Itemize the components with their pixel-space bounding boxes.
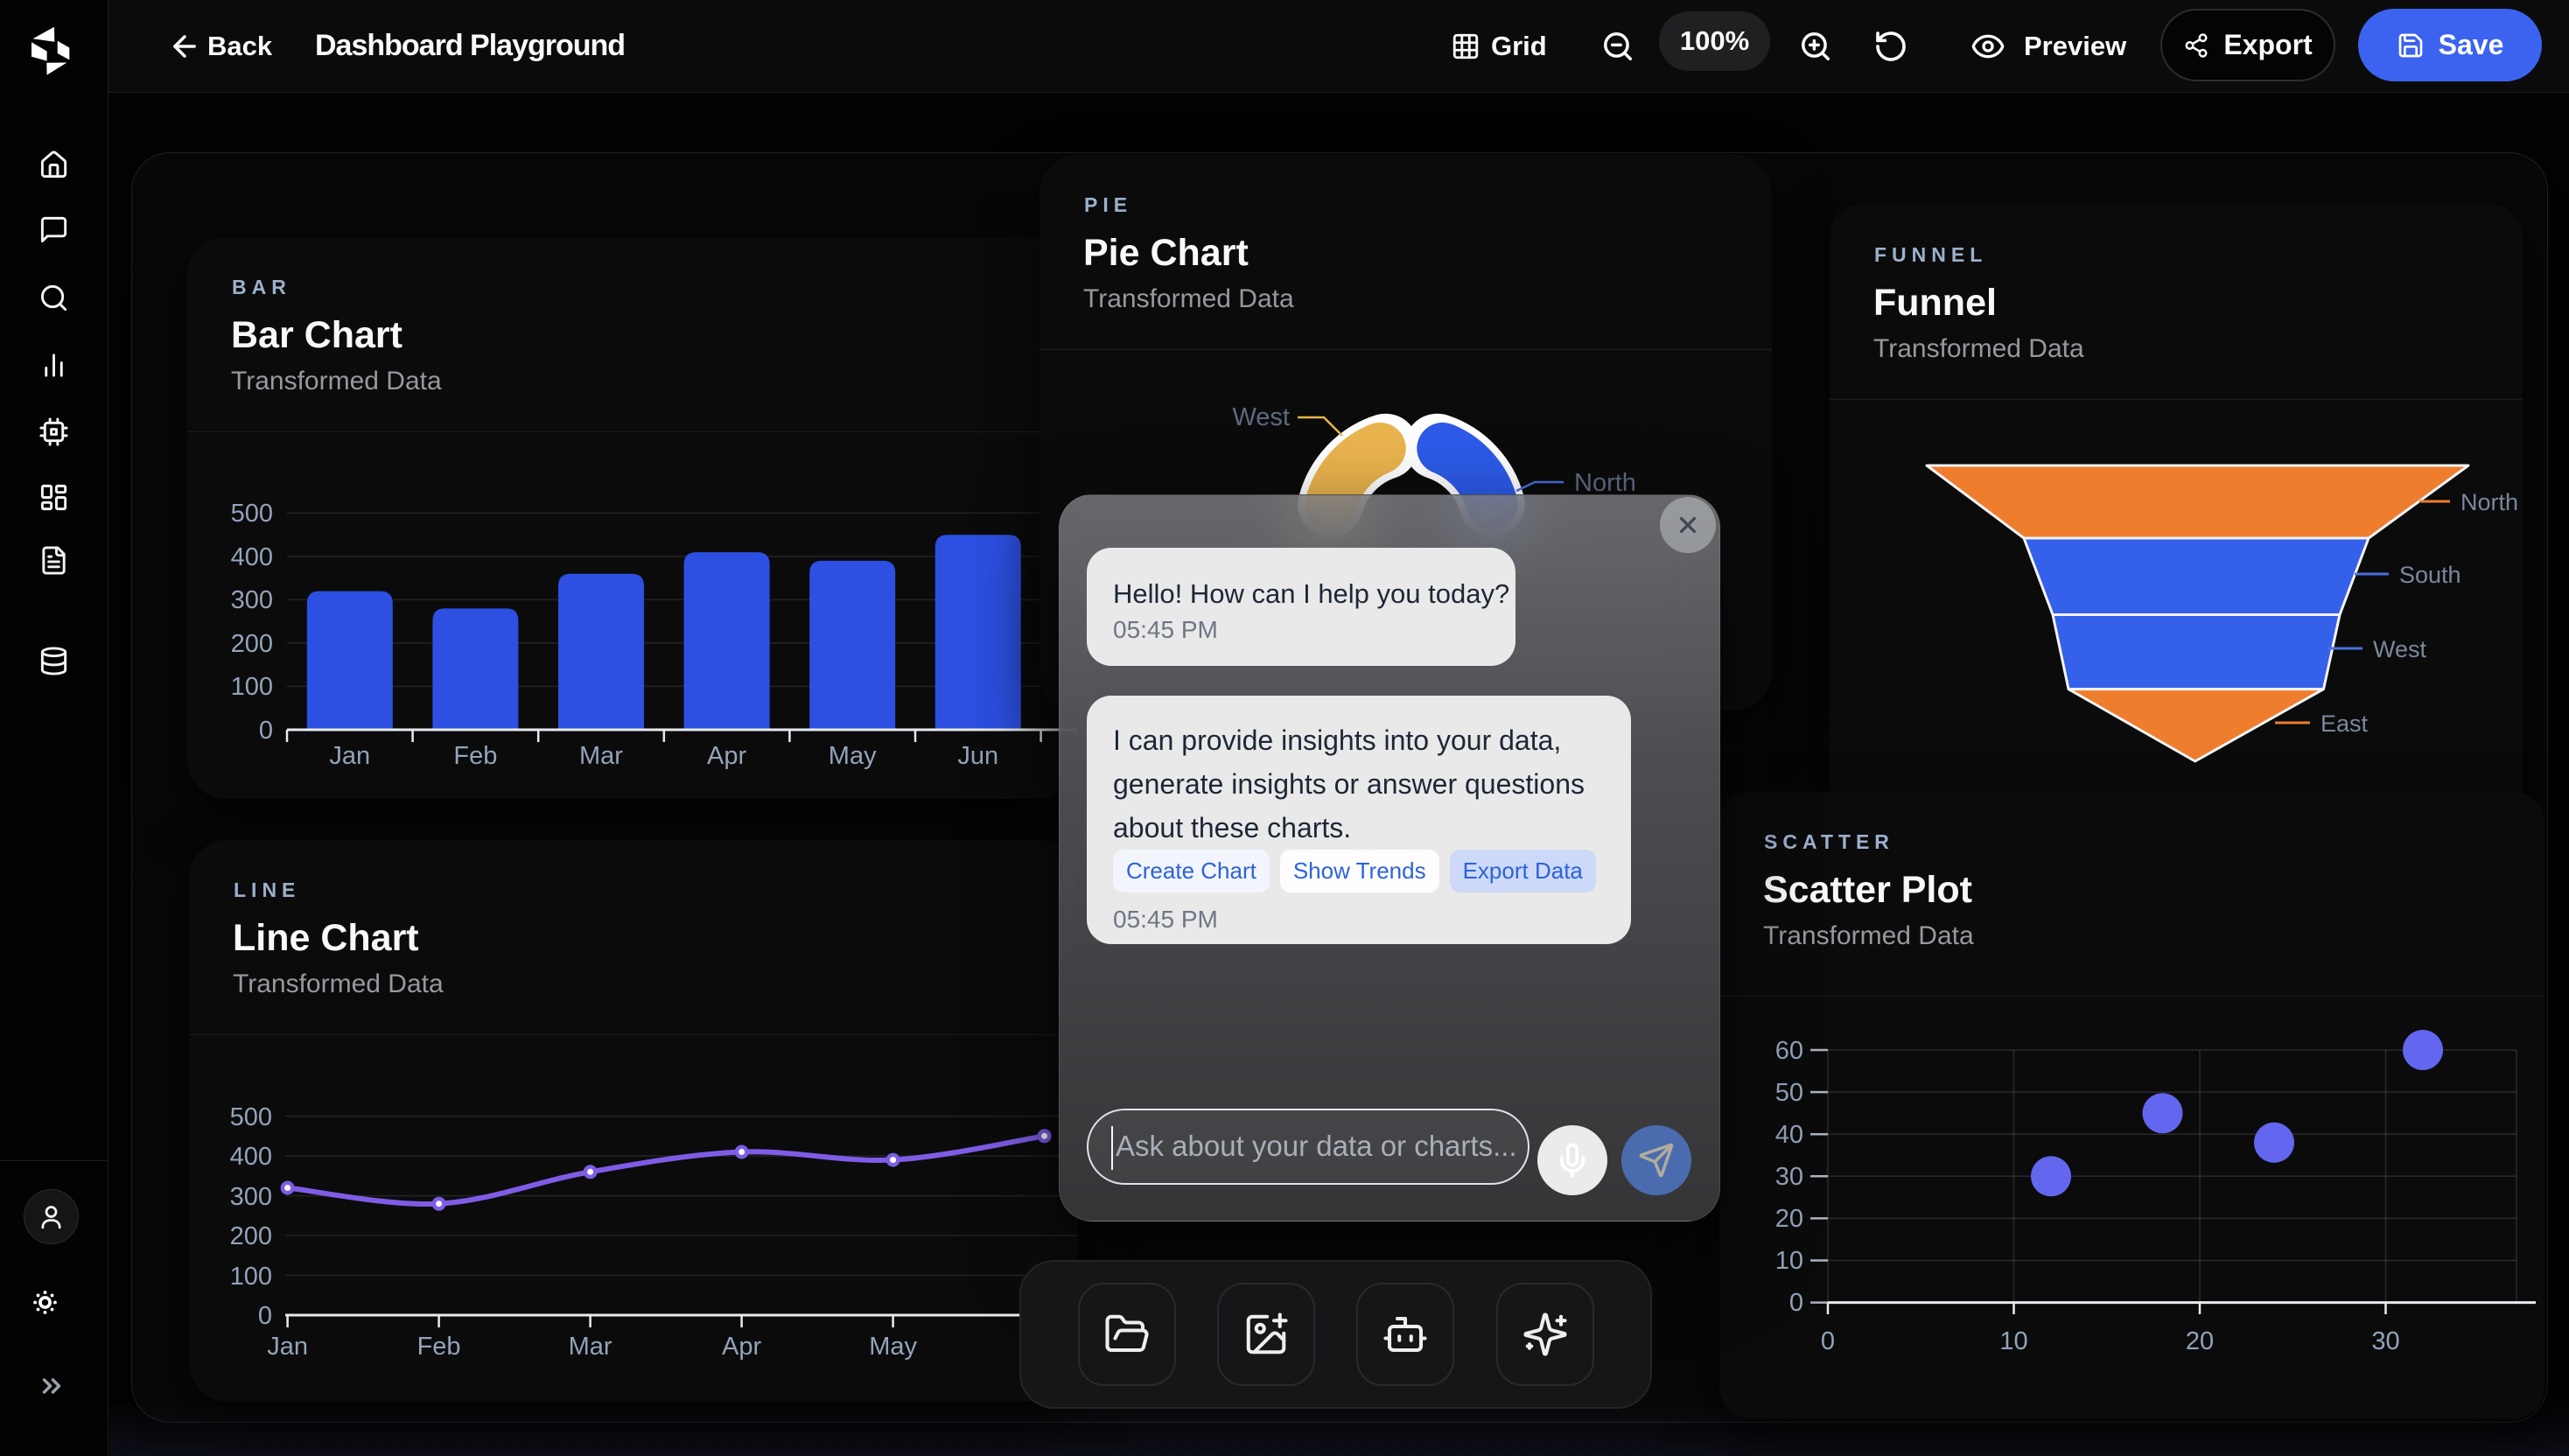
svg-text:20: 20 [2186, 1327, 2214, 1355]
svg-text:0: 0 [1821, 1327, 1835, 1355]
svg-text:30: 30 [1775, 1163, 1803, 1191]
svg-text:North: North [1574, 469, 1636, 497]
svg-text:South: South [2399, 562, 2461, 588]
svg-text:Jun: Jun [957, 742, 998, 770]
svg-text:200: 200 [231, 630, 273, 658]
svg-text:100: 100 [230, 1263, 272, 1291]
svg-text:100: 100 [231, 673, 273, 701]
svg-text:20: 20 [1775, 1205, 1803, 1233]
svg-text:Jan: Jan [267, 1333, 308, 1361]
svg-text:Apr: Apr [707, 742, 746, 770]
svg-text:0: 0 [1789, 1289, 1803, 1317]
svg-text:400: 400 [230, 1143, 272, 1171]
svg-text:300: 300 [230, 1183, 272, 1211]
svg-text:500: 500 [230, 1103, 272, 1131]
svg-text:East: East [2320, 710, 2369, 737]
svg-text:May: May [829, 742, 877, 770]
svg-text:Apr: Apr [722, 1333, 761, 1361]
svg-text:300: 300 [231, 586, 273, 614]
svg-text:0: 0 [258, 1302, 272, 1330]
svg-text:West: West [2373, 636, 2427, 662]
svg-text:10: 10 [1775, 1247, 1803, 1275]
svg-text:May: May [869, 1333, 917, 1361]
svg-text:North: North [2460, 489, 2518, 515]
svg-text:10: 10 [1999, 1327, 2027, 1355]
svg-text:400: 400 [231, 543, 273, 571]
svg-text:40: 40 [1775, 1121, 1803, 1149]
svg-text:Feb: Feb [453, 742, 497, 770]
svg-text:0: 0 [259, 717, 273, 745]
svg-text:Feb: Feb [417, 1333, 461, 1361]
svg-text:60: 60 [1775, 1037, 1803, 1065]
svg-text:Jan: Jan [329, 742, 370, 770]
svg-text:30: 30 [2371, 1327, 2399, 1355]
svg-text:West: West [1232, 403, 1290, 431]
svg-text:50: 50 [1775, 1079, 1803, 1107]
svg-text:Mar: Mar [569, 1333, 612, 1361]
svg-text:200: 200 [230, 1222, 272, 1250]
svg-text:Mar: Mar [579, 742, 623, 770]
svg-text:500: 500 [231, 500, 273, 528]
